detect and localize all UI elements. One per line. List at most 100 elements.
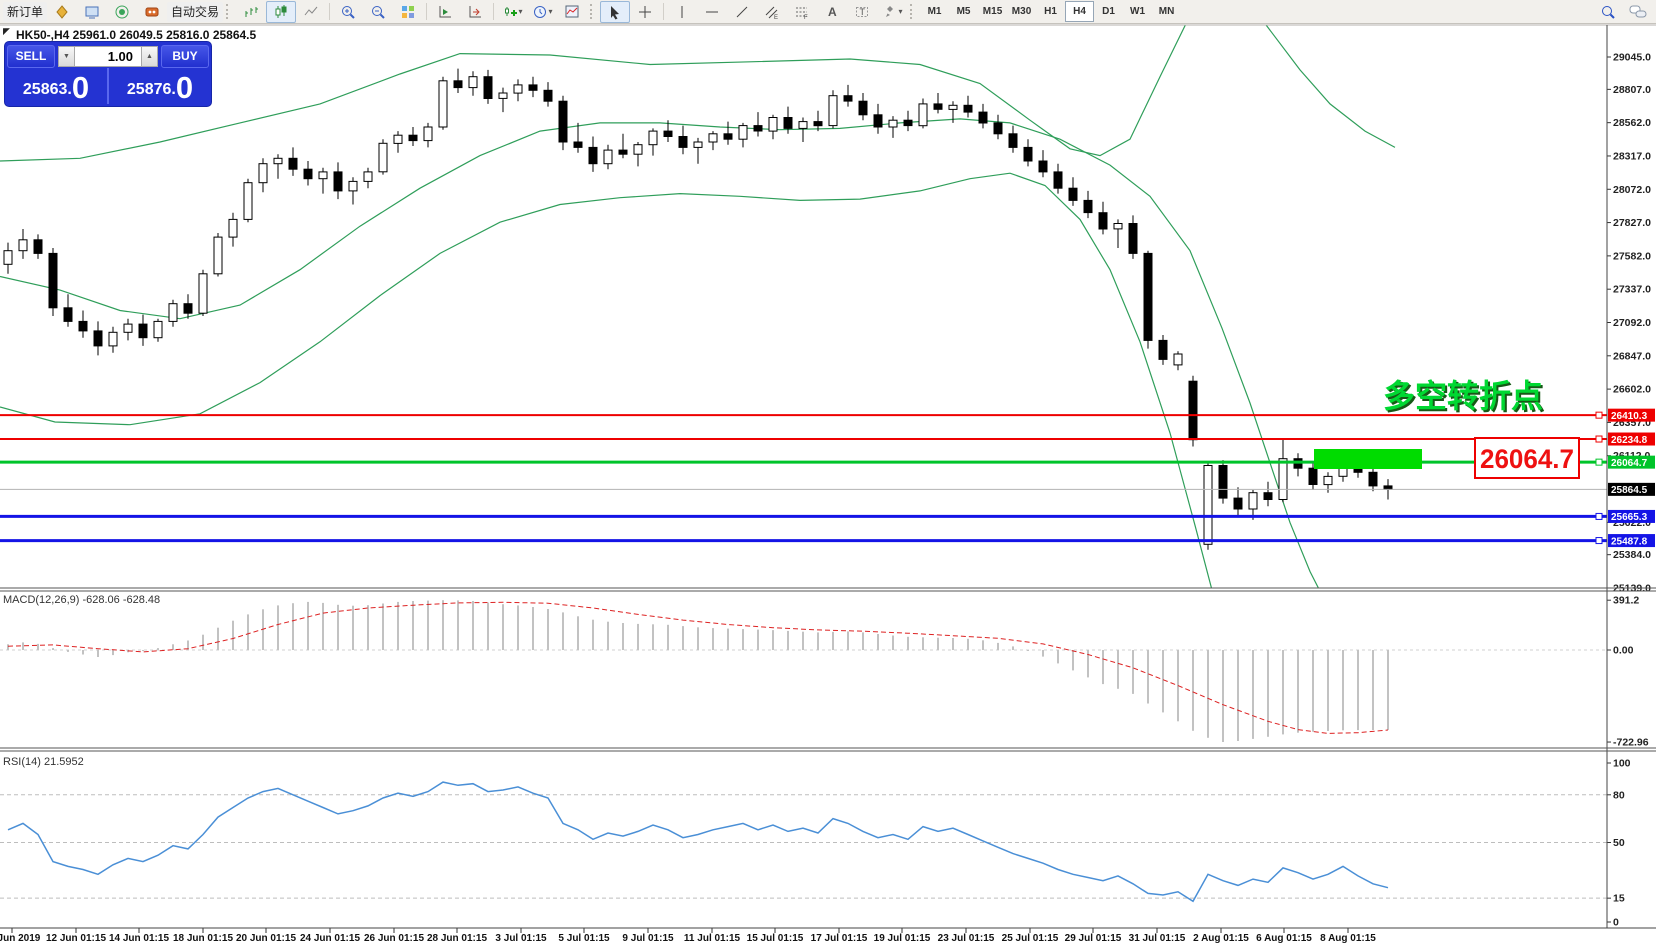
volume-stepper: ▼ 1.00 ▲	[58, 45, 158, 67]
toolbar-separator	[493, 3, 495, 20]
dropdown-arrow-icon[interactable]: ▾	[548, 7, 553, 16]
svg-text:20 Jun 01:15: 20 Jun 01:15	[236, 933, 296, 944]
svg-text:29045.0: 29045.0	[1613, 52, 1651, 64]
sell-price[interactable]: 25863. 0	[5, 68, 109, 104]
timeframe-M5[interactable]: M5	[956, 6, 971, 17]
timeframe-group: M1 M5 M15 M30 H1 H4 D1 W1 MN	[920, 1, 1181, 22]
buy-button[interactable]: BUY	[161, 44, 209, 68]
svg-text:27827.0: 27827.0	[1613, 217, 1651, 229]
volume-value[interactable]: 1.00	[75, 45, 141, 67]
timeframe-H1[interactable]: H1	[1044, 6, 1057, 17]
svg-text:50: 50	[1613, 837, 1625, 849]
svg-text:17 Jul 01:15: 17 Jul 01:15	[811, 933, 868, 944]
svg-text:27582.0: 27582.0	[1613, 250, 1651, 262]
timeframe-M30[interactable]: M30	[1011, 6, 1032, 17]
toolbar: 新订单 自动交易 ▾ ▾ E F A T ▾ M1 M5 M15 M30 H1 H4 D1	[0, 0, 1656, 24]
tile-windows-icon[interactable]	[393, 1, 423, 23]
svg-text:T: T	[860, 7, 866, 17]
timeframe-M1[interactable]: M1	[927, 6, 942, 17]
svg-text:26064.7: 26064.7	[1611, 458, 1648, 469]
svg-text:8 Aug 01:15: 8 Aug 01:15	[1320, 933, 1376, 944]
signals-icon[interactable]	[107, 1, 137, 23]
bollinger-lower-band	[0, 172, 1213, 588]
green-rectangle-object[interactable]	[1314, 449, 1422, 469]
text-icon[interactable]: A	[817, 1, 847, 23]
new-order-button[interactable]: 新订单	[3, 1, 48, 22]
vertical-line-icon[interactable]	[667, 1, 697, 23]
line-handle[interactable]	[1595, 537, 1603, 545]
toolbar-separator	[663, 3, 665, 20]
crosshair-icon[interactable]	[630, 1, 660, 23]
zoom-out-icon[interactable]	[363, 1, 393, 23]
market-watch-icon[interactable]	[47, 1, 77, 23]
buy-price-pips: 0	[175, 69, 194, 105]
trendline-icon[interactable]	[727, 1, 757, 23]
svg-text:25487.8: 25487.8	[1611, 536, 1648, 547]
bar-chart-icon[interactable]	[236, 1, 266, 23]
svg-text:-722.96: -722.96	[1613, 737, 1649, 749]
templates-icon[interactable]	[557, 1, 587, 23]
price-lines[interactable]	[0, 411, 1607, 545]
toolbar-separator	[329, 3, 331, 20]
line-handle[interactable]	[1595, 458, 1603, 466]
search-icon[interactable]	[1593, 1, 1623, 23]
fibonacci-icon[interactable]: F	[787, 1, 817, 23]
dropdown-arrow-icon[interactable]: ▾	[898, 7, 903, 16]
svg-text:28317.0: 28317.0	[1613, 150, 1651, 162]
timeframe-MN[interactable]: MN	[1158, 6, 1175, 17]
periods-icon[interactable]: ▾	[527, 1, 557, 23]
svg-text:11 Jul 01:15: 11 Jul 01:15	[684, 933, 741, 944]
horizontal-line-icon[interactable]	[697, 1, 727, 23]
toolbar-grip[interactable]	[590, 4, 596, 19]
buy-price[interactable]: 25876. 0	[109, 68, 211, 104]
chat-icon[interactable]	[1623, 1, 1653, 23]
chart-shift-icon[interactable]	[460, 1, 490, 23]
sell-price-main: 25863	[22, 81, 68, 98]
chart-frame	[0, 24, 1656, 929]
price-callout-box[interactable]	[1474, 437, 1580, 479]
auto-scroll-icon[interactable]	[430, 1, 460, 23]
zoom-in-icon[interactable]	[333, 1, 363, 23]
chart-window-icon[interactable]	[77, 1, 107, 23]
timeframe-M15[interactable]: M15	[982, 6, 1003, 17]
line-handle[interactable]	[1595, 411, 1603, 419]
line-handle[interactable]	[1595, 435, 1603, 443]
svg-text:80: 80	[1613, 789, 1625, 801]
candlestick-chart-icon[interactable]	[266, 0, 297, 23]
macd-pane	[0, 600, 1607, 742]
equidistant-channel-icon[interactable]: E	[757, 1, 787, 23]
candles	[3, 68, 1393, 550]
volume-increase-button[interactable]: ▲	[141, 45, 158, 67]
buy-price-dot: .	[171, 81, 176, 98]
svg-text:26847.0: 26847.0	[1613, 350, 1651, 362]
autotrading-icon[interactable]	[137, 1, 167, 23]
bollinger-middle-band	[0, 118, 1320, 588]
rsi-line	[7, 781, 1389, 903]
macd-signal-line	[7, 601, 1389, 734]
sell-price-pips: 0	[71, 69, 90, 105]
bollinger-upper-band	[0, 25, 1396, 162]
sell-price-dot: .	[67, 81, 72, 98]
one-click-collapse-icon[interactable]: ◤	[3, 26, 10, 36]
svg-text:25384.0: 25384.0	[1613, 549, 1651, 561]
svg-text:5 Jul 01:15: 5 Jul 01:15	[558, 933, 610, 944]
indicators-icon[interactable]: ▾	[497, 1, 527, 23]
dropdown-arrow-icon[interactable]: ▾	[518, 7, 523, 16]
cursor-icon[interactable]	[600, 0, 631, 23]
volume-decrease-button[interactable]: ▼	[58, 45, 75, 67]
sell-button[interactable]: SELL	[7, 44, 55, 68]
line-handle[interactable]	[1595, 512, 1603, 520]
line-chart-icon[interactable]	[296, 1, 326, 23]
timeframe-W1[interactable]: W1	[1130, 6, 1146, 17]
toolbar-grip[interactable]	[226, 4, 232, 19]
toolbar-grip[interactable]	[910, 4, 916, 19]
timeframe-D1[interactable]: D1	[1102, 6, 1115, 17]
timeframe-H4[interactable]: H4	[1065, 1, 1095, 22]
autotrading-button[interactable]: 自动交易	[167, 1, 224, 22]
svg-text:29 Jul 01:15: 29 Jul 01:15	[1065, 933, 1122, 944]
arrows-icon[interactable]: ▾	[877, 1, 907, 23]
text-label-icon[interactable]: T	[847, 1, 877, 23]
